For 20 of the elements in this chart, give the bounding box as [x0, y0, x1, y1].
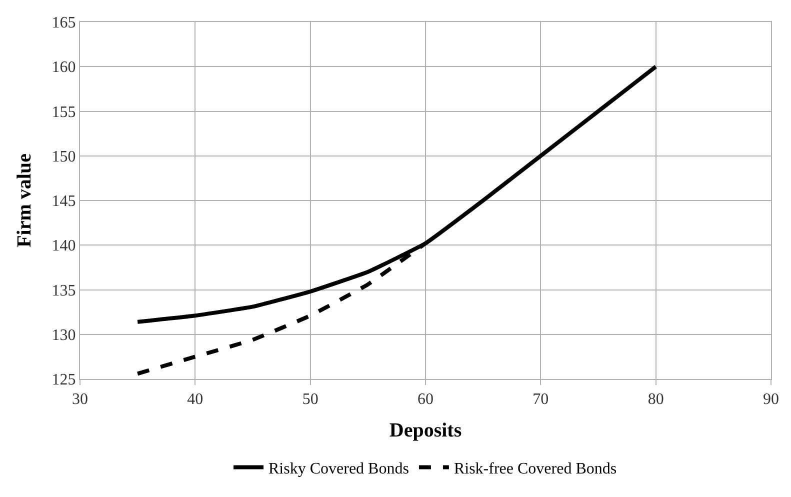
y-tick-label: 135 [52, 282, 76, 300]
legend-label: Risk-free Covered Bonds [454, 460, 617, 478]
legend-label: Risky Covered Bonds [268, 460, 409, 478]
y-tick-label: 165 [52, 14, 76, 32]
x-tick-label: 90 [763, 391, 779, 408]
y-tick-label: 130 [52, 326, 76, 344]
y-tick-label: 145 [52, 193, 76, 210]
x-axis-title: Deposits [389, 420, 462, 442]
y-tick-label: 150 [52, 148, 76, 166]
x-tick-label: 70 [532, 391, 549, 408]
y-tick-label: 160 [52, 59, 76, 76]
x-tick-label: 80 [648, 391, 664, 408]
y-tick-label: 155 [52, 104, 76, 121]
y-tick-label: 140 [52, 238, 76, 255]
y-axis-title: Firm value [13, 153, 36, 248]
y-tick-label: 125 [52, 372, 76, 389]
x-tick-label: 30 [72, 391, 88, 408]
x-tick-label: 50 [302, 391, 318, 408]
x-tick-label: 60 [418, 391, 434, 408]
x-tick-label: 40 [187, 391, 204, 408]
